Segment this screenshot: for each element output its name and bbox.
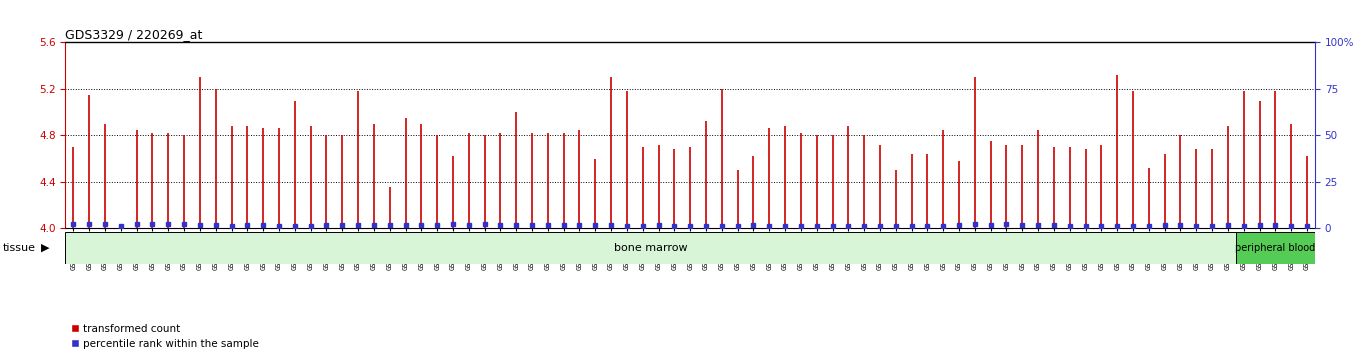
Legend: transformed count, percentile rank within the sample: transformed count, percentile rank withi… — [71, 324, 259, 349]
Text: tissue: tissue — [3, 243, 35, 253]
Bar — [1236, 232, 1315, 264]
Text: ▶: ▶ — [41, 243, 49, 253]
Text: bone marrow: bone marrow — [614, 243, 687, 253]
Text: GDS3329 / 220269_at: GDS3329 / 220269_at — [65, 28, 203, 41]
Text: peripheral blood: peripheral blood — [1236, 243, 1315, 253]
